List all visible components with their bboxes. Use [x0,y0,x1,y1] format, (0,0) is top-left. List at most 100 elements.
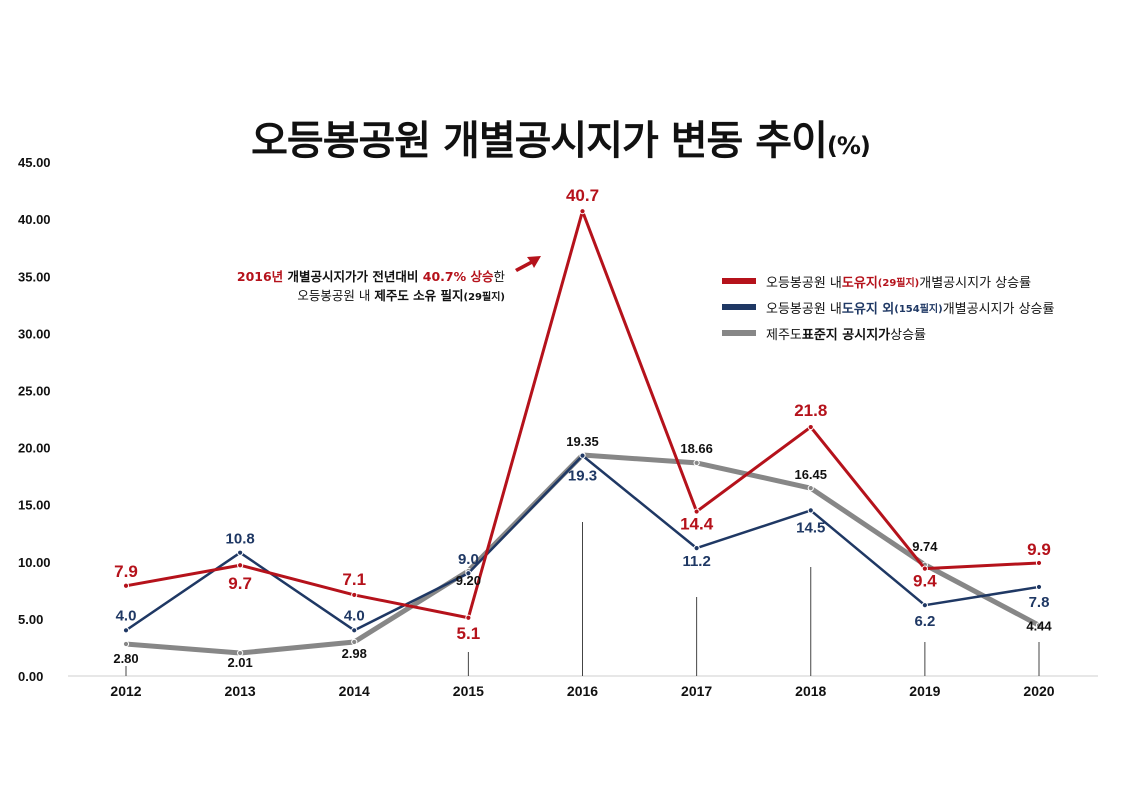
legend-swatch-gray [722,330,756,336]
navy-data-label: 19.3 [568,468,597,485]
data-point [693,544,700,552]
red-data-label: 7.1 [342,570,366,589]
x-axis: 2012 2013 2014 2015 2016 2017 2018 2019 2020 [68,675,1098,699]
gray-data-label: 18.66 [680,441,713,456]
data-point [237,562,244,569]
navy-data-label: 9.0 [458,551,479,568]
y-tick-label: 10.00 [18,555,51,570]
data-point [122,582,130,589]
chart-title: 오등봉공원 개별공시지가 변동 추이(%) [0,108,1121,166]
legend-swatch-navy [722,304,756,310]
gray-data-label: 9.20 [456,573,481,588]
annotation-line2-text: 오등봉공원 내 [297,288,375,303]
y-tick-label: 40.00 [18,212,51,227]
y-axis: 0.00 5.00 10.00 15.00 20.00 25.00 30.00 35.00 40… [18,155,51,684]
data-point [351,591,358,599]
series-group [122,208,1043,657]
data-point [693,459,700,467]
x-tick-label: 2012 [110,683,141,699]
gray-data-label: 2.98 [342,646,367,661]
red-data-label: 7.9 [114,562,138,581]
legend-item-navy: 오등봉공원 내 도유지 외 (154필지) 개별공시지가 상승률 [722,294,1054,320]
x-tick-label: 2016 [567,683,598,699]
data-point [579,452,586,459]
legend-swatch-red [722,278,756,284]
legend-item-red: 오등봉공원 내 도유지 (29필지) 개별공시지가 상승률 [722,268,1054,294]
data-point [237,549,244,556]
legend-prefix: 오등봉공원 내 [766,301,842,317]
x-tick-label: 2017 [681,683,712,699]
gray-data-label: 9.74 [912,539,938,554]
navy-data-label: 14.5 [796,519,825,536]
data-point [1035,559,1043,567]
x-tick-label: 2018 [795,683,826,699]
data-point [807,485,814,492]
legend: 오등봉공원 내 도유지 (29필지) 개별공시지가 상승률 오등봉공원 내 도유지… [722,268,1054,346]
x-tick-label: 2019 [909,683,940,699]
red-data-label: 40.7 [566,186,599,205]
drop-lines [125,522,1040,676]
data-point [351,638,358,646]
y-tick-label: 5.00 [18,612,43,627]
gray-data-label: 2.01 [227,655,252,670]
navy-data-label: 4.0 [116,607,137,624]
legend-small: (154필지) [894,303,943,315]
red-data-label: 9.9 [1027,540,1051,559]
data-point [807,423,814,431]
red-data-label: 5.1 [457,624,481,643]
annotation-line2-bold: 제주도 소유 필지 [374,288,464,303]
data-point [921,565,928,572]
chart-title-unit: (%) [826,132,871,160]
data-point [237,649,244,657]
data-point [351,627,358,634]
annotation-value: 40.7% [422,269,467,284]
data-point [807,507,814,514]
annotation-line2-small: (29필지) [463,292,505,303]
red-data-label: 9.7 [228,574,252,593]
data-point [122,640,130,648]
legend-suffix: 상승률 [890,327,927,343]
data-point [122,627,130,634]
gray-data-label: 16.45 [794,467,827,482]
x-tick-label: 2014 [339,683,370,699]
red-data-label: 21.8 [794,401,827,420]
y-tick-label: 25.00 [18,384,51,399]
annotation-text3: 한 [493,269,505,284]
y-tick-label: 30.00 [18,326,51,341]
navy-data-label: 7.8 [1029,594,1050,611]
legend-suffix: 개별공시지가 상승률 [942,301,1055,317]
legend-small: (29필지) [877,277,920,289]
annotation-arrow [515,256,541,272]
data-point [1035,622,1043,629]
legend-highlight: 도유지 [841,275,878,291]
y-tick-label: 15.00 [18,498,51,513]
gray-data-label: 2.80 [113,651,138,666]
legend-prefix: 오등봉공원 내 [766,275,842,291]
annotation-text2: 상승 [466,269,494,284]
annotation-line1: 2016년 개별공시지가가 전년대비 40.7% 상승한 [150,267,505,286]
data-point [579,208,586,215]
navy-data-label: 6.2 [914,613,935,630]
arrow-icon [515,256,541,272]
data-point [921,602,928,609]
y-tick-label: 20.00 [18,441,51,456]
red-data-label: 14.4 [680,515,714,534]
legend-highlight: 도유지 외 [841,301,895,317]
navy-data-label: 10.8 [226,531,255,548]
annotation-year: 2016년 [236,269,284,284]
navy-data-label: 11.2 [682,553,710,570]
data-labels: 7.9 9.7 7.1 5.1 40.7 14.4 21.8 9.4 9.9 4.0 10.8 4.0… [113,186,1052,670]
data-point [1035,583,1043,591]
legend-prefix: 제주도 [766,327,802,343]
red-data-label: 9.4 [913,572,937,591]
data-point [693,508,700,515]
data-point [465,570,472,577]
annotation-text1: 개별공시지가가 전년대비 [283,269,423,284]
annotation-line2: 오등봉공원 내 제주도 소유 필지(29필지) [150,286,505,307]
legend-item-gray: 제주도 표준지 공시지가 상승률 [722,320,1054,346]
x-tick-label: 2015 [453,683,484,699]
data-point [465,614,472,621]
y-tick-label: 45.00 [18,155,51,170]
navy-data-label: 4.0 [344,607,365,624]
